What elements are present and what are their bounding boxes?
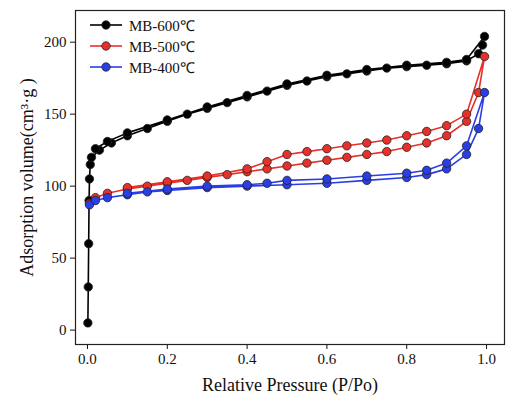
svg-text:1.0: 1.0 (477, 351, 496, 367)
svg-text:Relative Pressure (P/Po): Relative Pressure (P/Po) (202, 375, 378, 396)
svg-text:0: 0 (59, 322, 67, 338)
svg-text:200: 200 (44, 34, 67, 50)
svg-text:50: 50 (52, 250, 67, 266)
html-text:MB-600℃: MB-600℃ (129, 17, 195, 34)
html-text:MB-500℃: MB-500℃ (129, 38, 195, 55)
html-text:MB-400℃: MB-400℃ (129, 59, 195, 76)
svg-text:0.2: 0.2 (158, 351, 177, 367)
svg-text:0.4: 0.4 (238, 351, 257, 367)
svg-text:150: 150 (44, 106, 67, 122)
svg-text:Adsorption volume(cm³·g ): Adsorption volume(cm³·g ) (17, 78, 38, 276)
svg-text:0.8: 0.8 (397, 351, 416, 367)
svg-text:0.6: 0.6 (318, 351, 337, 367)
svg-text:0.0: 0.0 (78, 351, 97, 367)
svg-text:100: 100 (44, 178, 67, 194)
